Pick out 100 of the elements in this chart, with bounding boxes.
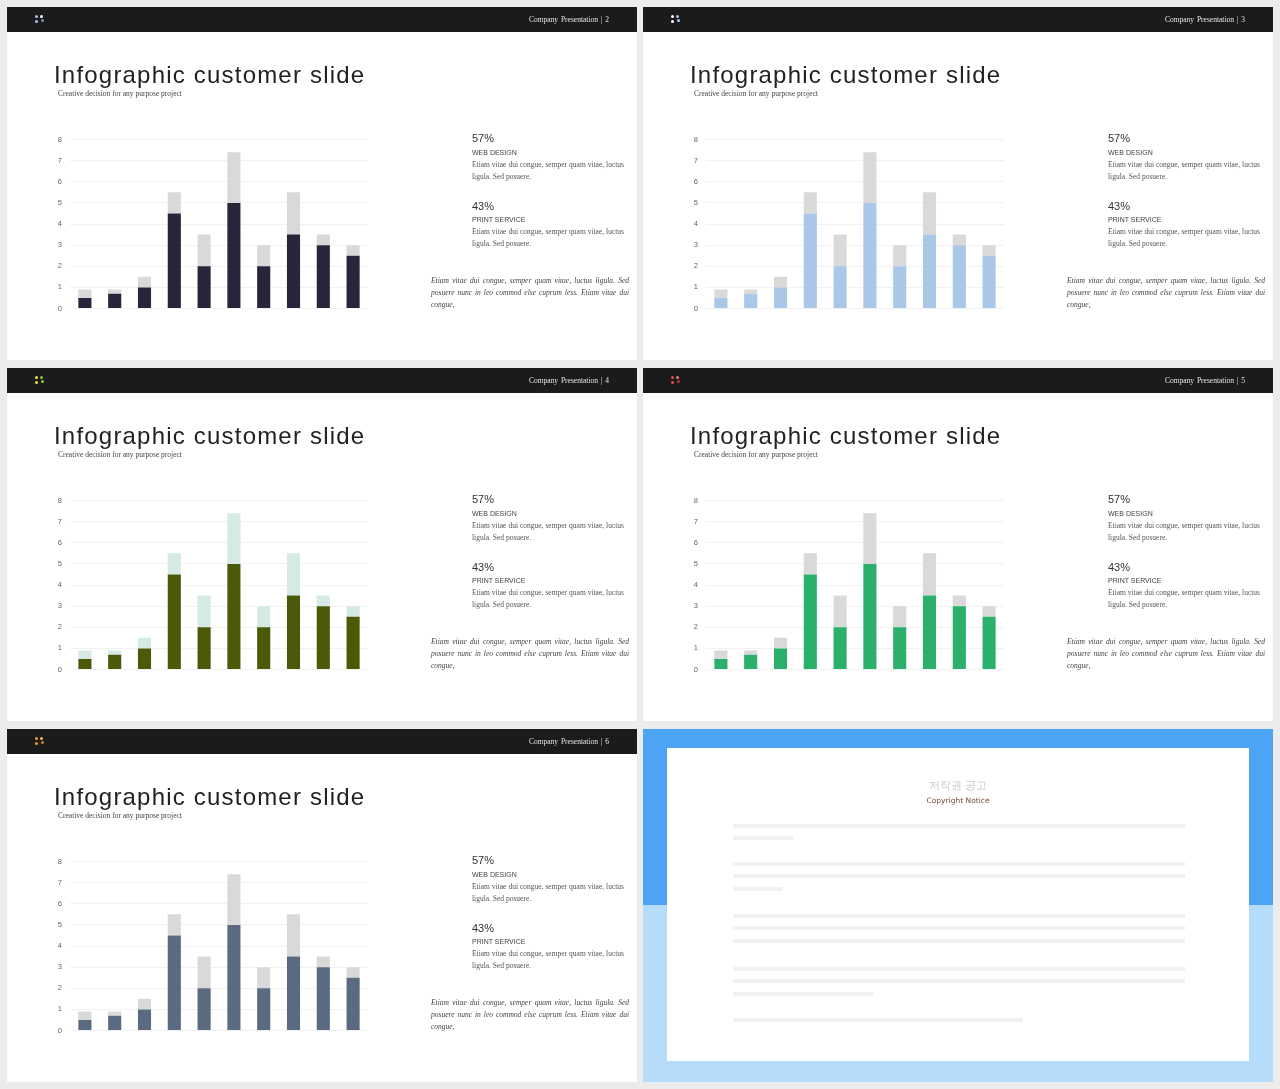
bar [227, 513, 241, 564]
bar [744, 654, 758, 670]
bar [863, 202, 877, 309]
bar [982, 255, 996, 309]
bar [773, 637, 788, 649]
bar [714, 650, 728, 659]
bar [893, 266, 907, 309]
bar [108, 289, 122, 294]
bar [773, 287, 788, 309]
bar [833, 595, 847, 628]
bar [316, 606, 330, 670]
bar [137, 648, 152, 670]
bar [137, 287, 152, 309]
bar [744, 289, 758, 294]
bar [346, 977, 360, 1031]
bar [227, 563, 241, 670]
text: 57% [472, 492, 495, 506]
bar [167, 553, 181, 575]
text: 57% [472, 853, 495, 867]
bar [78, 1019, 92, 1031]
bar [137, 637, 152, 649]
bar [137, 1009, 152, 1031]
bar [803, 213, 817, 309]
chart-title: Infographic customer slide [54, 422, 366, 450]
bar [803, 574, 817, 670]
bar [108, 654, 122, 670]
bar [833, 234, 847, 267]
bar [78, 658, 92, 670]
bar [346, 616, 360, 670]
bar [286, 553, 301, 596]
bar [78, 650, 92, 659]
bar [346, 606, 360, 617]
text: 57% [1108, 131, 1131, 145]
bar [227, 874, 241, 925]
bar [227, 924, 241, 1031]
bar [922, 192, 937, 235]
bar [227, 202, 241, 309]
bar [197, 956, 211, 989]
text: 43% [472, 560, 495, 574]
bar [257, 967, 271, 989]
bar [922, 553, 937, 596]
bar [167, 192, 181, 214]
bar [197, 988, 211, 1031]
chart-title: Infographic customer slide [54, 61, 366, 89]
text: 43% [472, 921, 495, 935]
bar [922, 234, 937, 309]
bar [833, 266, 847, 309]
bar [952, 606, 966, 670]
bar [286, 914, 301, 957]
bar [346, 245, 360, 256]
bar [257, 988, 271, 1031]
bar [893, 606, 907, 628]
bar [108, 650, 122, 655]
bar [982, 616, 996, 670]
bar [863, 563, 877, 670]
bar [257, 266, 271, 309]
bar [952, 245, 966, 309]
bar [803, 192, 817, 214]
bar [197, 627, 211, 670]
bar [108, 1015, 122, 1031]
bar [197, 234, 211, 267]
bar [167, 914, 181, 936]
bar [316, 595, 330, 607]
bar [227, 152, 241, 203]
chart-title: Infographic customer slide [690, 422, 1002, 450]
bar [197, 266, 211, 309]
chart-title: Infographic customer slide [54, 783, 366, 811]
bar [78, 1011, 92, 1020]
bar [316, 245, 330, 309]
bar [346, 967, 360, 978]
bar [167, 935, 181, 1031]
text: 43% [1108, 560, 1131, 574]
bar [982, 245, 996, 256]
bar [863, 152, 877, 203]
bar [893, 627, 907, 670]
bar [197, 595, 211, 628]
bar [108, 1011, 122, 1016]
bar [257, 627, 271, 670]
bar [316, 234, 330, 246]
bar [78, 297, 92, 309]
bar [137, 998, 152, 1010]
bar [286, 234, 301, 309]
bar [952, 234, 966, 246]
text: 57% [1108, 492, 1131, 506]
bar [982, 606, 996, 617]
bar [893, 245, 907, 267]
bar [286, 595, 301, 670]
bar [167, 574, 181, 670]
bar [744, 293, 758, 309]
bar [316, 956, 330, 968]
bar [952, 595, 966, 607]
bar [773, 276, 788, 288]
bar [773, 648, 788, 670]
bar [286, 956, 301, 1031]
bar [803, 553, 817, 575]
bar [286, 192, 301, 235]
bar [714, 297, 728, 309]
bar [257, 606, 271, 628]
bar [922, 595, 937, 670]
bar [744, 650, 758, 655]
